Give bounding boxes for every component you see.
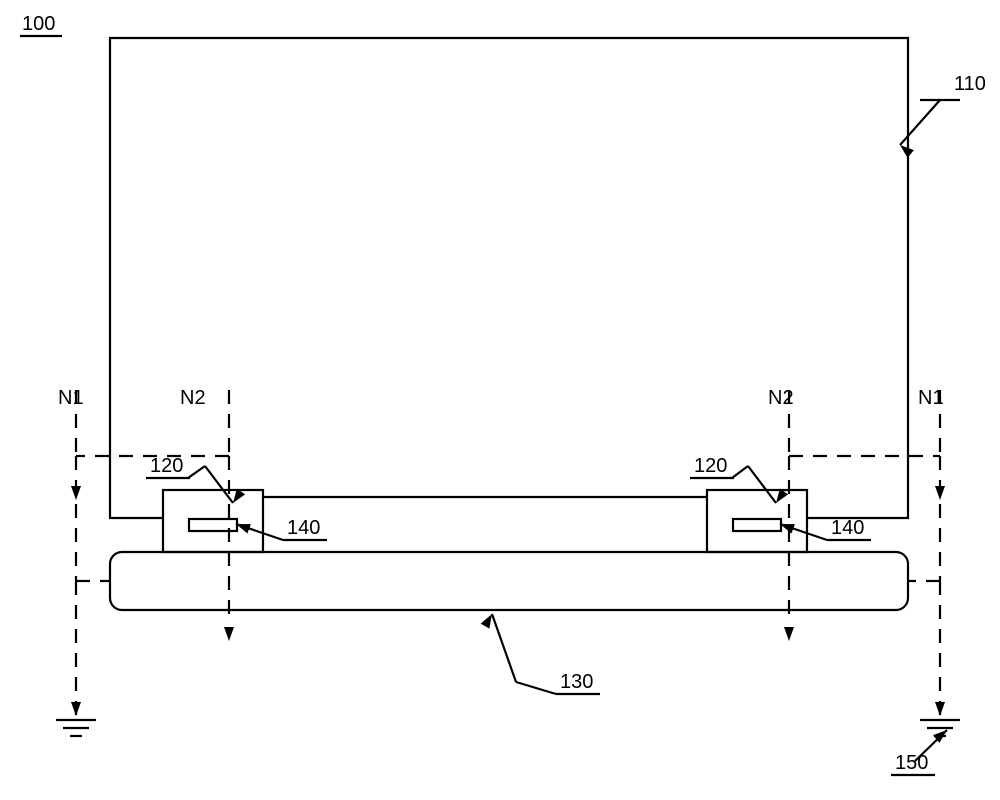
svg-text:120: 120	[150, 455, 183, 477]
svg-text:N1: N1	[58, 387, 84, 409]
svg-text:140: 140	[831, 517, 864, 539]
svg-text:100: 100	[22, 13, 55, 35]
svg-text:120: 120	[694, 455, 727, 477]
svg-text:110: 110	[954, 73, 986, 95]
svg-text:130: 130	[560, 671, 593, 693]
svg-text:N1: N1	[918, 387, 944, 409]
svg-text:N2: N2	[768, 387, 794, 409]
svg-text:140: 140	[287, 517, 320, 539]
svg-text:150: 150	[895, 752, 928, 774]
svg-text:N2: N2	[180, 387, 206, 409]
